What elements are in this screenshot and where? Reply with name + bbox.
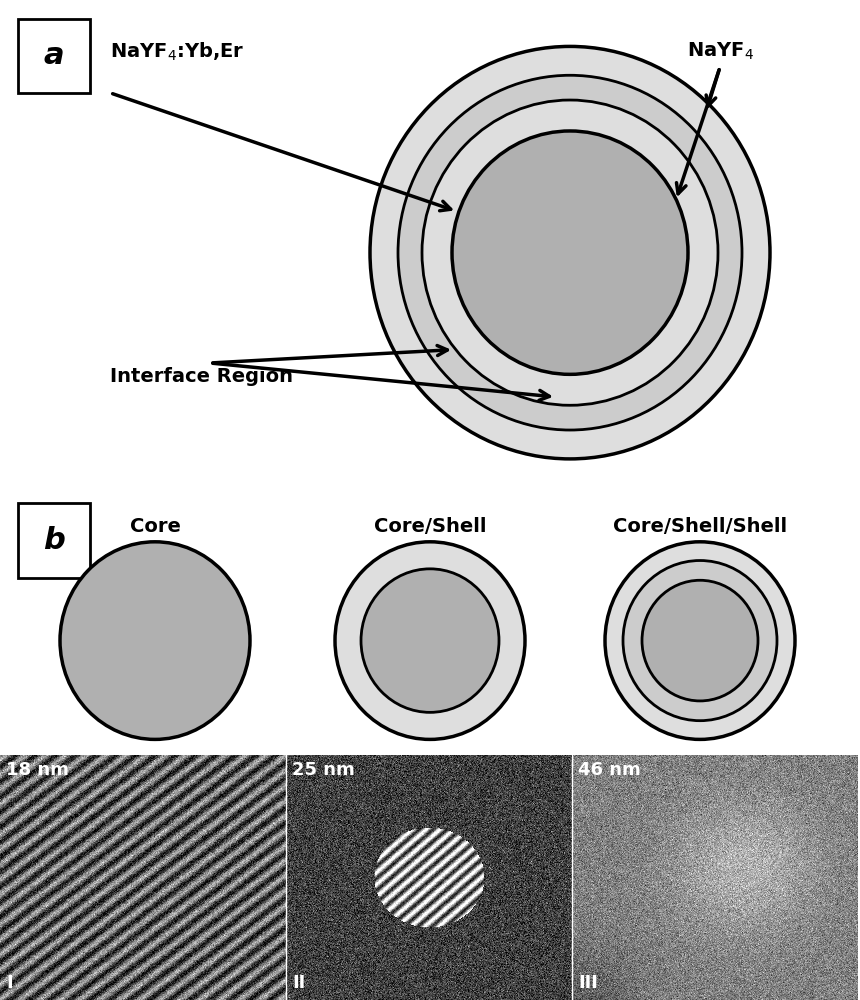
Text: Interface Region: Interface Region: [110, 367, 293, 386]
Text: NaYF$_4$: NaYF$_4$: [686, 41, 753, 62]
Text: 25 nm: 25 nm: [292, 761, 354, 779]
Circle shape: [642, 580, 758, 701]
Text: III: III: [578, 974, 598, 992]
Circle shape: [452, 131, 688, 374]
Text: 46 nm: 46 nm: [578, 761, 641, 779]
Text: Core/Shell/Shell: Core/Shell/Shell: [613, 517, 787, 536]
Circle shape: [605, 542, 795, 739]
FancyBboxPatch shape: [18, 503, 90, 578]
Circle shape: [422, 100, 718, 405]
Text: II: II: [292, 974, 305, 992]
Text: b: b: [43, 526, 65, 555]
Circle shape: [623, 561, 777, 721]
Circle shape: [361, 569, 499, 712]
Text: I: I: [6, 974, 13, 992]
Circle shape: [370, 46, 770, 459]
Text: 18 nm: 18 nm: [6, 761, 69, 779]
Text: Core: Core: [130, 517, 181, 536]
FancyBboxPatch shape: [18, 19, 90, 93]
Circle shape: [335, 542, 525, 739]
Text: a: a: [44, 41, 64, 70]
Text: NaYF$_4$:Yb,Er: NaYF$_4$:Yb,Er: [110, 40, 244, 63]
Circle shape: [398, 75, 742, 430]
Circle shape: [60, 542, 250, 739]
Text: Core/Shell: Core/Shell: [374, 517, 486, 536]
